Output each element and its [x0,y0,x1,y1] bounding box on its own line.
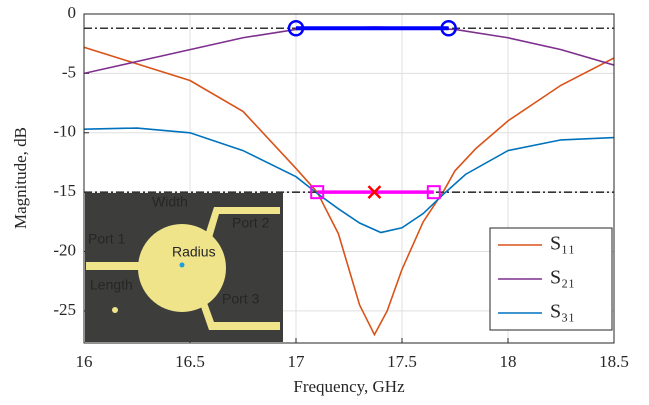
y-tick-label: 0 [68,3,77,22]
legend-label: S₂₁ [550,267,575,289]
center-marker [367,185,382,200]
bandwidth-marker [440,20,457,37]
via [112,307,118,313]
center-dot [179,262,185,268]
y-axis-label: Magnitude, dB [11,127,30,229]
inset-label: Port 3 [222,291,260,307]
inset-label: Length [90,277,133,293]
x-tick-label: 17.5 [387,352,417,371]
x-tick-label: 17 [288,352,306,371]
line [84,127,614,234]
y-tick-label: -25 [53,300,76,319]
inset-label: Port 2 [232,215,270,231]
x-tick-label: 18.5 [599,352,629,371]
x-tick-label: 16.5 [175,352,205,371]
bandwidth-marker [426,185,441,200]
y-tick-label: -5 [62,62,76,81]
bandwidth-marker [310,185,325,200]
x-tick-label: 18 [500,352,517,371]
y-tick-label: -20 [53,240,76,259]
line [84,46,614,337]
y-tick-label: -10 [53,122,76,141]
feed [206,207,280,238]
legend-label: S₃₁ [550,301,575,323]
inset-label: Port 1 [88,231,126,247]
inset-label: Width [152,194,188,210]
feed [200,300,280,330]
x-axis-label: Frequency, GHz [293,377,405,396]
patch [138,224,226,312]
feed [86,262,140,270]
inset-label: Radius [172,244,216,260]
axes-box [83,13,615,344]
inset: Width Port 1 Port 2 Radius Length Port 3 [85,193,283,342]
legend-label: S₁₁ [550,233,575,255]
bandwidth-marker [287,20,305,37]
y-tick-label: -15 [53,181,76,200]
x-tick-label: 16 [76,352,93,371]
